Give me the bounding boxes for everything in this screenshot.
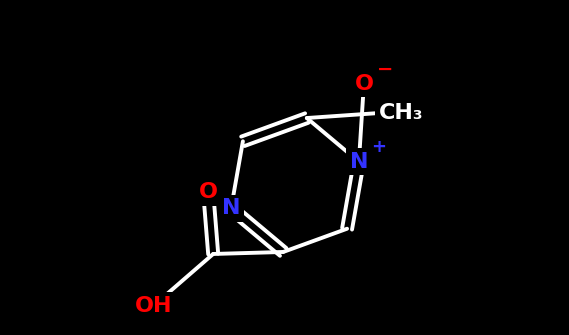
Text: O: O: [199, 182, 218, 202]
Text: −: −: [377, 60, 393, 79]
Text: OH: OH: [134, 296, 172, 316]
Text: O: O: [354, 74, 373, 94]
Text: CH₃: CH₃: [379, 103, 423, 123]
Text: +: +: [371, 138, 386, 156]
Text: N: N: [349, 152, 368, 172]
Text: N: N: [222, 198, 240, 218]
